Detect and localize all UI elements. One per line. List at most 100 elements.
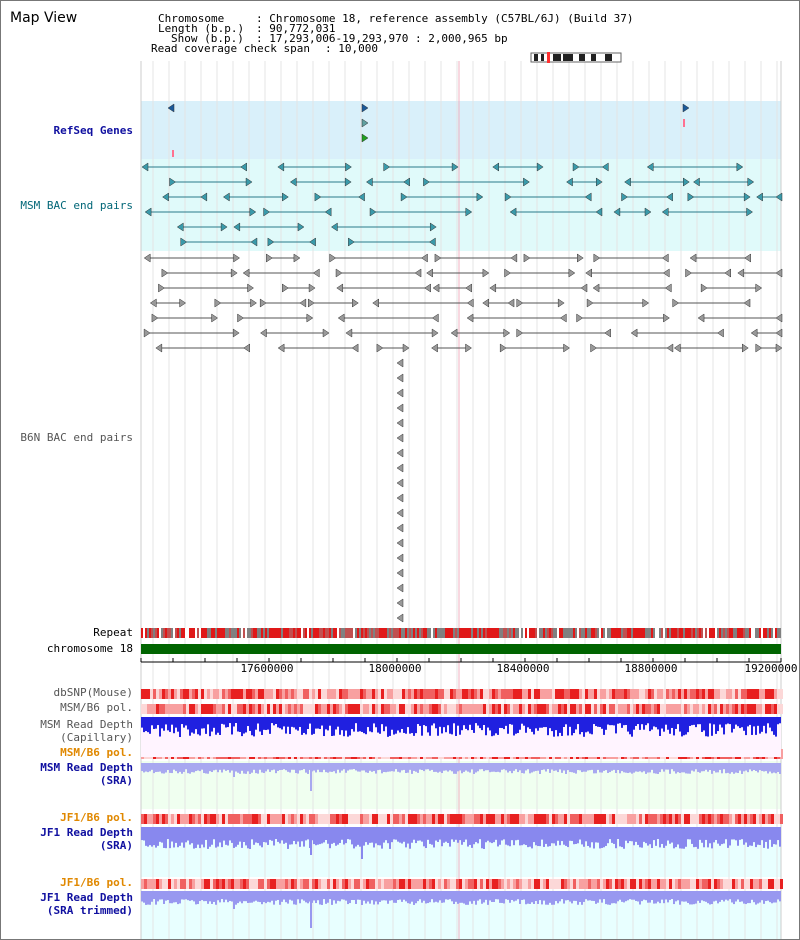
repeat-segment xyxy=(509,628,511,638)
track-label-refseq-genes[interactable]: RefSeq Genes xyxy=(53,124,133,137)
msm-pol-heat-cell xyxy=(372,704,375,714)
msm-depth-cap-bar xyxy=(195,717,197,730)
jf1-depth-trim-bar xyxy=(351,891,353,900)
jf1-pol-heat-cell xyxy=(762,814,765,824)
repeat-segment xyxy=(567,628,569,638)
jf1-depth-sra-bar xyxy=(625,827,627,841)
jf1-depth-sra-bar xyxy=(671,827,673,843)
track-label-jf1-pol-1[interactable]: JF1/B6 pol. xyxy=(60,811,133,824)
msm-pol-heat-cell xyxy=(447,704,450,714)
msm-depth-cap-bar xyxy=(593,717,595,725)
repeat-segment xyxy=(431,628,433,638)
repeat-segment xyxy=(691,628,693,638)
repeat-segment xyxy=(347,628,349,638)
msm-depth-sra-bar xyxy=(639,763,641,772)
msm-pol-heat-cell xyxy=(567,704,570,714)
jf1-depth-sra-bar xyxy=(603,827,605,848)
msm-depth-cap-bar xyxy=(387,717,389,737)
msm-pol-heat-cell xyxy=(660,704,663,714)
msm-depth-sra-bar xyxy=(159,763,161,772)
msm-depth-cap-bar xyxy=(763,717,765,726)
repeat-segment xyxy=(365,628,367,638)
msm-pol-heat-cell xyxy=(243,704,246,714)
jf1-pol-heat-cell xyxy=(288,879,291,889)
msm-depth-cap-bar xyxy=(741,717,743,728)
dbsnp-heat-cell xyxy=(444,689,447,699)
jf1-depth-trim-bar xyxy=(503,891,505,904)
repeat-segment xyxy=(257,628,259,638)
track-label-dbsnp[interactable]: dbSNP(Mouse) xyxy=(53,686,133,699)
jf1-depth-sra-bar xyxy=(289,827,291,845)
msm-pol-heat-cell xyxy=(645,704,648,714)
dbsnp-heat-cell xyxy=(387,689,390,699)
track-label-msm-pol-1[interactable]: MSM/B6 pol. xyxy=(60,701,133,714)
msm-depth-cap-bar xyxy=(769,717,771,728)
jf1-depth-trim-bar xyxy=(713,891,715,902)
repeat-segment xyxy=(589,628,591,638)
dbsnp-heat-cell xyxy=(420,689,423,699)
msm-depth-sra-bar xyxy=(529,763,531,774)
msm-depth-sra-bar xyxy=(595,763,597,774)
jf1-pol-heat-cell xyxy=(708,814,711,824)
track-label-jf1-depth-sra[interactable]: JF1 Read Depth xyxy=(40,826,133,839)
jf1-pol-heat-cell xyxy=(774,814,777,824)
msm-pol-heat-cell xyxy=(573,704,576,714)
jf1-pol-heat-cell xyxy=(168,814,171,824)
track-label-b6n-bac[interactable]: B6N BAC end pairs xyxy=(20,431,133,444)
jf1-depth-trim-bar xyxy=(331,891,333,905)
jf1-pol-heat-cell xyxy=(240,814,243,824)
jf1-depth-trim-bar xyxy=(391,891,393,901)
track-label-jf1-depth-trim[interactable]: JF1 Read Depth xyxy=(40,891,133,904)
jf1-pol-heat-cell xyxy=(411,879,414,889)
repeat-segment xyxy=(197,628,199,638)
msm-pol-heat-cell xyxy=(402,704,405,714)
repeat-segment xyxy=(749,628,751,638)
jf1-depth-trim-bar xyxy=(467,891,469,905)
msm-depth-cap-bar xyxy=(569,717,571,727)
msm-pol-heat-cell xyxy=(267,704,270,714)
msm-depth-sra-bar xyxy=(683,763,685,773)
repeat-segment xyxy=(671,628,673,638)
jf1-pol-heat-cell xyxy=(633,814,636,824)
dbsnp-heat-cell xyxy=(384,689,387,699)
msm-depth-cap-bar xyxy=(259,717,261,732)
repeat-segment xyxy=(357,628,359,638)
track-label-msm-bac[interactable]: MSM BAC end pairs xyxy=(20,199,133,212)
refseq-track-bg xyxy=(141,101,781,159)
track-label-msm-depth-sra[interactable]: MSM Read Depth xyxy=(40,761,133,774)
jf1-pol-heat-cell xyxy=(465,814,468,824)
msm-depth-sra-bar xyxy=(561,763,563,773)
dbsnp-heat-cell xyxy=(750,689,753,699)
jf1-depth-trim-bar xyxy=(305,891,307,903)
jf1-pol-heat-cell xyxy=(729,879,732,889)
msm-depth-sra-bar xyxy=(421,763,423,770)
repeat-segment xyxy=(693,628,695,638)
repeat-segment xyxy=(583,628,585,638)
jf1-depth-trim-bar xyxy=(663,891,665,904)
msm-depth-sra-bar xyxy=(589,763,591,771)
msm-depth-cap-bar xyxy=(485,717,487,736)
jf1-depth-sra-bar xyxy=(629,827,631,842)
jf1-depth-trim-bar xyxy=(287,891,289,904)
msm-depth-sra-bar xyxy=(455,763,457,774)
msm-depth-cap-bar xyxy=(431,717,433,726)
jf1-depth-sra-bar xyxy=(219,827,221,843)
repeat-segment xyxy=(767,628,769,638)
b6n-bac-end-arrow xyxy=(396,538,404,548)
jf1-depth-sra-bar xyxy=(637,827,639,845)
track-label-msm-depth-cap[interactable]: MSM Read Depth xyxy=(40,718,133,731)
msm-depth-cap-bar xyxy=(471,717,473,730)
track-label-jf1-pol-2[interactable]: JF1/B6 pol. xyxy=(60,876,133,889)
msm-depth-sra-bar xyxy=(625,763,627,773)
msm-pol-heat-cell xyxy=(393,704,396,714)
b6n-bac-end-arrow xyxy=(504,268,512,278)
jf1-depth-sra-bar xyxy=(707,827,709,848)
msm-depth-sra-bar xyxy=(613,763,615,770)
dbsnp-heat-cell xyxy=(606,689,609,699)
jf1-depth-trim-bar xyxy=(721,891,723,900)
jf1-pol-heat-cell xyxy=(195,814,198,824)
msm-depth-cap-bar xyxy=(553,717,555,737)
dbsnp-heat-cell xyxy=(441,689,444,699)
b6n-bac-end-arrow xyxy=(396,403,404,413)
track-label-msm-pol-2[interactable]: MSM/B6 pol. xyxy=(60,746,133,759)
